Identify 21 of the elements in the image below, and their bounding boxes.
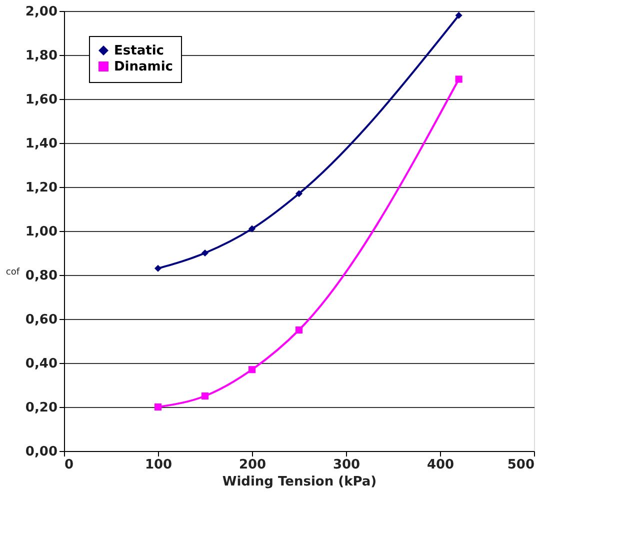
y-tick-label: 1,80 (25, 48, 58, 64)
y-tick-label: 0,60 (25, 312, 58, 328)
y-tick-label: 1,40 (25, 136, 58, 152)
x-tick-label: 200 (238, 458, 266, 472)
y-tick-label: 1,00 (25, 224, 58, 240)
x-tick-label: 100 (144, 458, 172, 472)
y-tick-label: 0,00 (25, 444, 58, 460)
y-tick-label: 0,80 (25, 268, 58, 284)
x-tick-label: 400 (426, 458, 454, 472)
y-axis-title: cof (6, 268, 20, 278)
x-tick-label: 0 (64, 458, 74, 472)
y-tick-label: 0,20 (25, 400, 58, 416)
y-tick-label: 0,40 (25, 356, 58, 372)
x-tick-label: 500 (507, 458, 534, 472)
legend-label: Estatic (114, 44, 164, 58)
y-tick-label: 2,00 (25, 4, 58, 20)
y-tick-label: 1,20 (25, 180, 58, 196)
legend-label: Dinamic (114, 60, 173, 74)
y-tick-label: 1,60 (25, 92, 58, 108)
x-tick-label: 300 (332, 458, 360, 472)
x-axis-title: Widing Tension (kPa) (222, 474, 377, 490)
